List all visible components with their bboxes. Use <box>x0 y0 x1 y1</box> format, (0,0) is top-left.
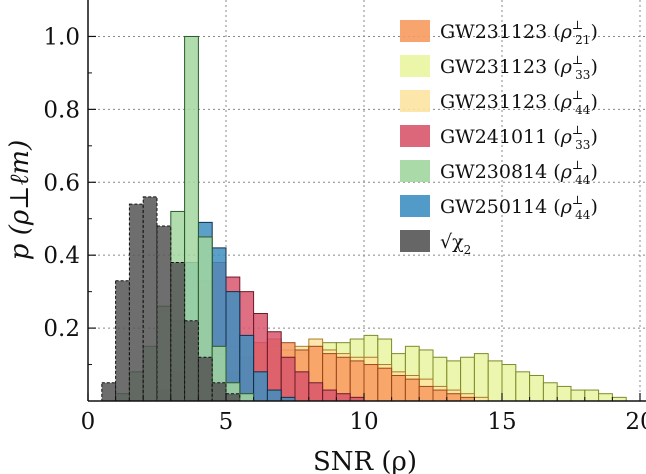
legend-swatch <box>400 160 430 182</box>
histogram-bars <box>101 35 627 402</box>
legend-item: GW241011 (ρ⊥ 33) <box>400 123 598 152</box>
histogram-bar <box>239 393 255 402</box>
histogram-bar <box>529 374 544 402</box>
histogram-bar <box>598 393 613 402</box>
histogram-bar <box>391 374 406 402</box>
y-tick-label: 0.8 <box>43 97 80 123</box>
histogram-bar <box>239 334 255 402</box>
histogram-bar <box>335 393 351 402</box>
y-tick-label: 0.2 <box>43 316 80 342</box>
histogram-bar <box>101 382 117 402</box>
histogram-bar <box>308 382 324 402</box>
legend-swatch <box>400 90 430 112</box>
x-tick-label: 20 <box>625 409 646 435</box>
histogram-bar <box>404 378 420 402</box>
y-tick-label: 0.4 <box>43 243 80 269</box>
histogram-bar <box>211 382 227 402</box>
legend-label: GW231123 (ρ⊥ 33) <box>440 53 598 82</box>
x-axis-label: SNR (ρ) <box>313 447 417 474</box>
legend-label: GW241011 (ρ⊥ 33) <box>440 123 598 152</box>
legend: GW231123 (ρ⊥ 21) GW231123 (ρ⊥ 33) GW231123 (… <box>400 18 598 257</box>
legend-item: GW231123 (ρ⊥ 33) <box>400 53 598 82</box>
legend-label: GW250114 (ρ⊥ 44) <box>440 193 598 222</box>
grid-layer <box>88 0 646 401</box>
histogram-bar <box>377 367 393 402</box>
histogram-bar <box>584 389 600 402</box>
y-axis-label: p (ρ⊥ℓm) <box>5 140 35 260</box>
histogram-bar <box>184 320 199 402</box>
histogram-bar <box>446 393 462 402</box>
histogram-bar <box>294 371 310 402</box>
legend-item: GW231123 (ρ⊥ 21) <box>400 18 598 47</box>
legend-swatch <box>400 195 430 217</box>
y-tick-label: 0.6 <box>43 170 80 196</box>
histogram-bar <box>322 389 337 402</box>
tick-labels: 0 5 10 15 20 0.2 0.4 0.6 0.8 1.0 <box>43 24 646 435</box>
legend-swatch <box>400 20 430 42</box>
legend-swatch <box>400 125 430 147</box>
histogram-bar <box>556 385 572 402</box>
legend-label: GW231123 (ρ⊥ 21) <box>440 18 598 47</box>
histogram-bar <box>542 382 558 402</box>
histogram-bar <box>501 364 517 402</box>
legend-swatch <box>400 55 430 77</box>
legend-label: GW231123 (ρ⊥ 44) <box>440 88 598 117</box>
x-tick-label: 5 <box>219 409 234 435</box>
histogram-bar <box>128 203 144 402</box>
x-tick-label: 0 <box>81 409 96 435</box>
legend-label: GW230814 (ρ⊥ 44) <box>440 158 598 187</box>
x-tick-label: 10 <box>349 409 378 435</box>
histogram-bar <box>418 385 434 402</box>
legend-item: GW230814 (ρ⊥ 44) <box>400 158 598 187</box>
series-6 <box>101 196 241 402</box>
histogram-bar <box>473 353 489 402</box>
histogram-bar <box>280 356 296 402</box>
histogram-bar <box>156 225 172 402</box>
histogram-bar <box>225 393 241 402</box>
histogram-bar <box>142 196 158 402</box>
histogram-bar <box>170 261 186 402</box>
histogram-bar <box>515 371 531 402</box>
legend-item: GW250114 (ρ⊥ 44) <box>400 193 598 222</box>
y-tick-label: 1.0 <box>43 24 80 50</box>
legend-item: √χ2 <box>400 230 471 257</box>
histogram-bar <box>363 364 379 402</box>
histogram-bar <box>487 360 503 402</box>
axes <box>87 0 646 402</box>
histogram-bar <box>266 389 282 402</box>
legend-label: √χ2 <box>440 231 471 257</box>
histogram-bar <box>432 389 448 402</box>
x-tick-label: 15 <box>487 409 516 435</box>
legend-item: GW231123 (ρ⊥ 44) <box>400 88 598 117</box>
histogram-bar <box>253 371 268 402</box>
histogram-bar <box>197 356 213 402</box>
histogram-bar <box>349 360 365 402</box>
histogram-bar <box>570 389 586 402</box>
histogram-bar <box>115 280 130 402</box>
legend-swatch <box>400 230 430 252</box>
